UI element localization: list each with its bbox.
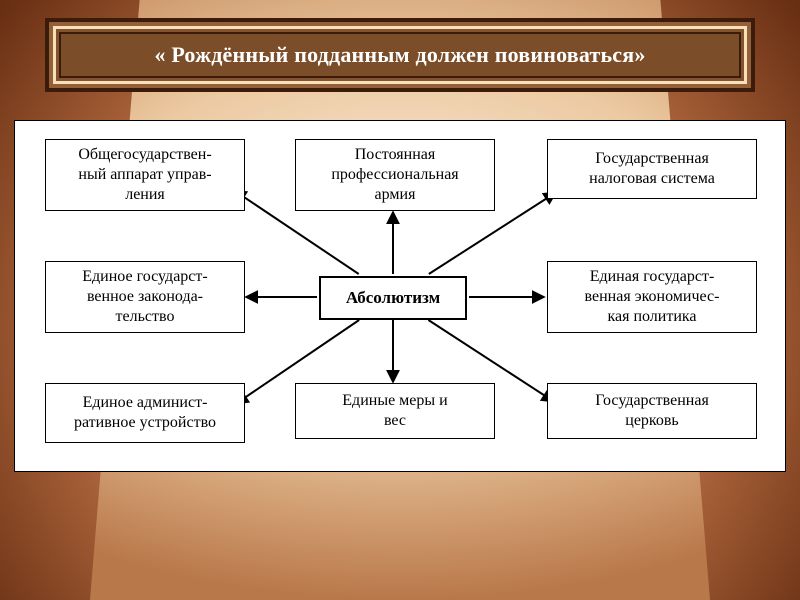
node-n4: Единое государст-венное законода-тельств…: [45, 261, 245, 333]
concept-diagram: Абсолютизм Общегосударствен-ный аппарат …: [14, 120, 786, 472]
center-node: Абсолютизм: [319, 276, 467, 320]
center-node-label: Абсолютизм: [346, 288, 440, 307]
node-n1: Общегосударствен-ный аппарат управ-ления: [45, 139, 245, 211]
slide-title: « Рождённый подданным должен повиноватьс…: [154, 42, 645, 67]
node-n3: Государственнаяналоговая система: [547, 139, 757, 199]
title-frame: « Рождённый подданным должен повиноватьс…: [45, 18, 755, 92]
node-n8: Государственнаяцерковь: [547, 383, 757, 439]
node-n2: Постояннаяпрофессиональнаяармия: [295, 139, 495, 211]
node-n5: Единая государст-венная экономичес-кая п…: [547, 261, 757, 333]
node-n6: Единое админист-ративное устройство: [45, 383, 245, 443]
node-n7: Единые меры ивес: [295, 383, 495, 439]
